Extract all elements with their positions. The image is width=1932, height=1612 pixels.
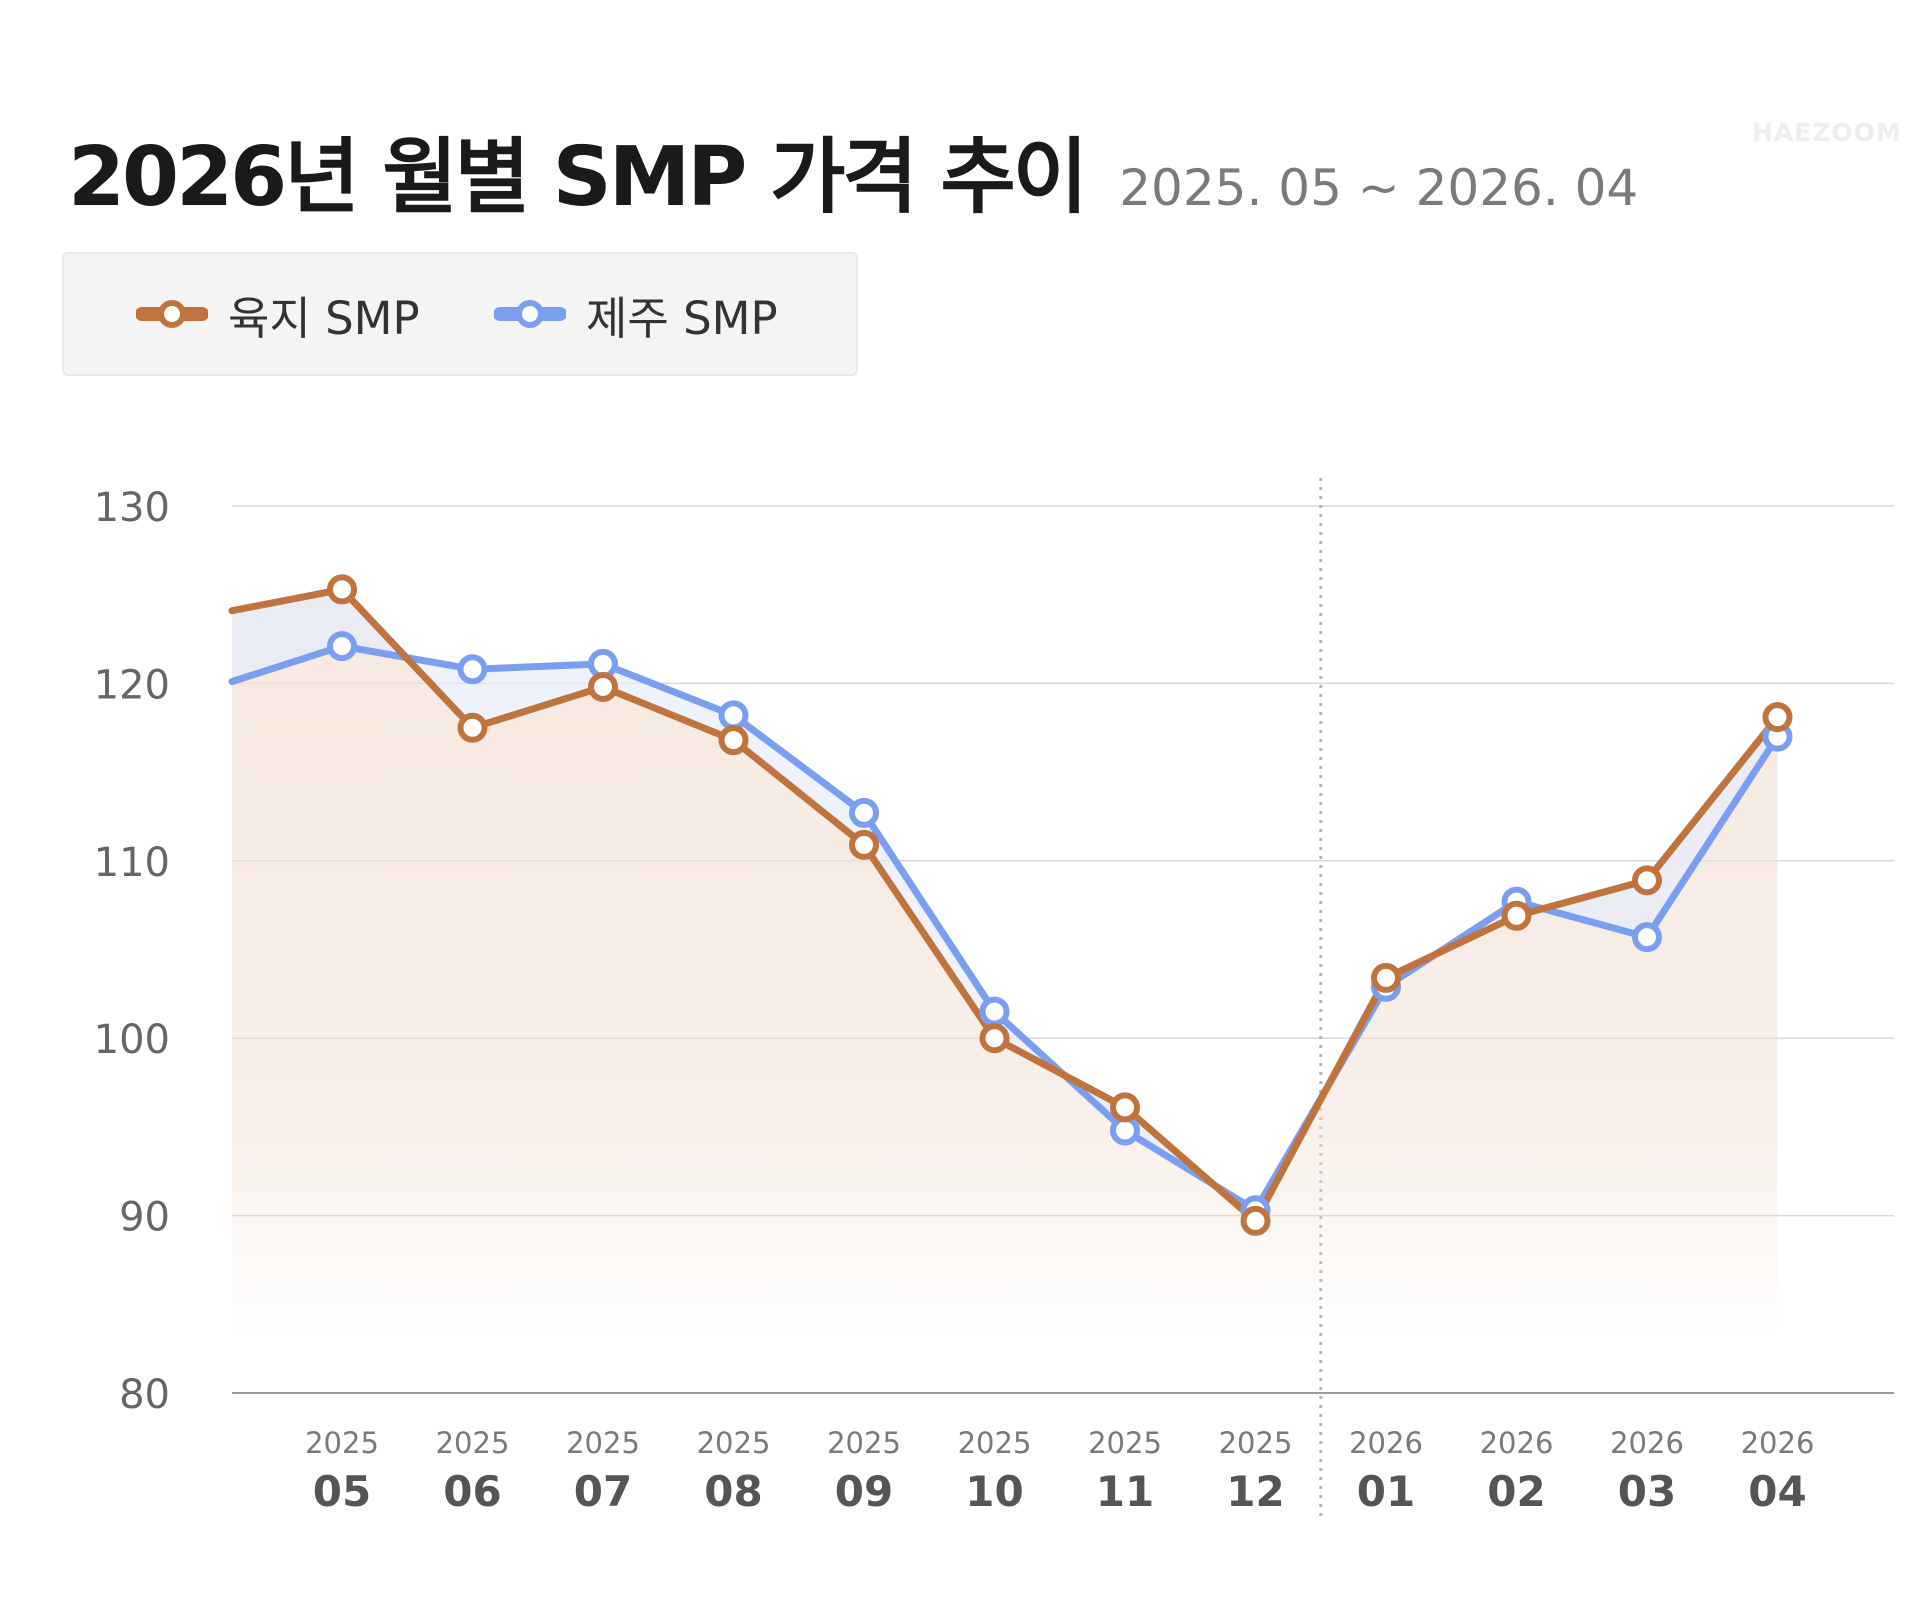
y-tick-label: 130 (94, 485, 170, 531)
x-tick-month: 09 (835, 1467, 893, 1516)
y-tick-label: 90 (119, 1195, 170, 1241)
jeju-point (979, 996, 1010, 1027)
jeju-legend-icon (494, 300, 566, 328)
x-tick-year: 2025 (305, 1426, 379, 1460)
legend-label-jeju: 제주 SMP (586, 291, 778, 345)
chart-subtitle: 2025. 05 ~ 2026. 04 (1119, 159, 1639, 217)
land-point (1240, 1205, 1271, 1236)
jeju-point (849, 797, 879, 828)
x-tick-month: 02 (1487, 1467, 1545, 1516)
land-legend-icon (136, 300, 208, 328)
jeju-point (457, 654, 488, 685)
x-tick-year: 2025 (827, 1426, 901, 1460)
title-row: 2026년 월별 SMP 가격 추이 2025. 05 ~ 2026. 04 (68, 110, 1639, 225)
x-tick-year: 2025 (1219, 1426, 1293, 1460)
y-tick-label: 100 (94, 1017, 170, 1063)
chart-title: 2026년 월별 SMP 가격 추이 (68, 130, 1088, 225)
x-tick-year: 2025 (958, 1426, 1032, 1460)
x-tick-month: 10 (965, 1467, 1023, 1516)
jeju-point (1632, 922, 1662, 953)
x-tick-month: 06 (443, 1467, 501, 1516)
land-area-fill (232, 589, 1778, 1340)
land-point (979, 1023, 1010, 1054)
x-tick-month: 03 (1618, 1467, 1676, 1516)
watermark-logo: HAEZOOM (1752, 118, 1902, 147)
legend-item-land: 육지 SMP (136, 254, 420, 374)
jeju-point (327, 631, 357, 662)
land-point (849, 829, 879, 860)
y-tick-label: 110 (94, 840, 170, 886)
y-tick-label: 80 (119, 1372, 170, 1418)
land-point (1762, 702, 1793, 733)
x-tick-month: 12 (1226, 1467, 1284, 1516)
x-tick-year: 2026 (1741, 1426, 1815, 1460)
x-tick-year: 2026 (1349, 1426, 1423, 1460)
x-tick-year: 2025 (697, 1426, 771, 1460)
land-point (457, 712, 488, 743)
legend-item-jeju: 제주 SMP (494, 254, 778, 374)
x-tick-month: 08 (704, 1467, 762, 1516)
x-tick-month: 01 (1357, 1467, 1415, 1516)
legend-label-land: 육지 SMP (228, 291, 420, 345)
legend: 육지 SMP 제주 SMP (62, 252, 858, 376)
land-point (327, 574, 357, 605)
y-tick-label: 120 (94, 662, 170, 708)
land-point (1110, 1092, 1140, 1123)
x-tick-year: 2025 (436, 1426, 510, 1460)
x-tick-year: 2026 (1610, 1426, 1684, 1460)
land-point (718, 725, 749, 756)
land-point (1371, 962, 1401, 993)
x-tick-month: 07 (574, 1467, 632, 1516)
x-tick-year: 2025 (1088, 1426, 1162, 1460)
x-tick-year: 2025 (566, 1426, 640, 1460)
land-point (1501, 900, 1532, 931)
x-tick-month: 05 (313, 1467, 371, 1516)
jeju-point (718, 700, 749, 731)
x-tick-month: 04 (1748, 1467, 1806, 1516)
land-point (588, 671, 618, 702)
x-tick-year: 2026 (1480, 1426, 1554, 1460)
x-tick-month: 11 (1096, 1467, 1154, 1516)
land-point (1632, 865, 1662, 896)
